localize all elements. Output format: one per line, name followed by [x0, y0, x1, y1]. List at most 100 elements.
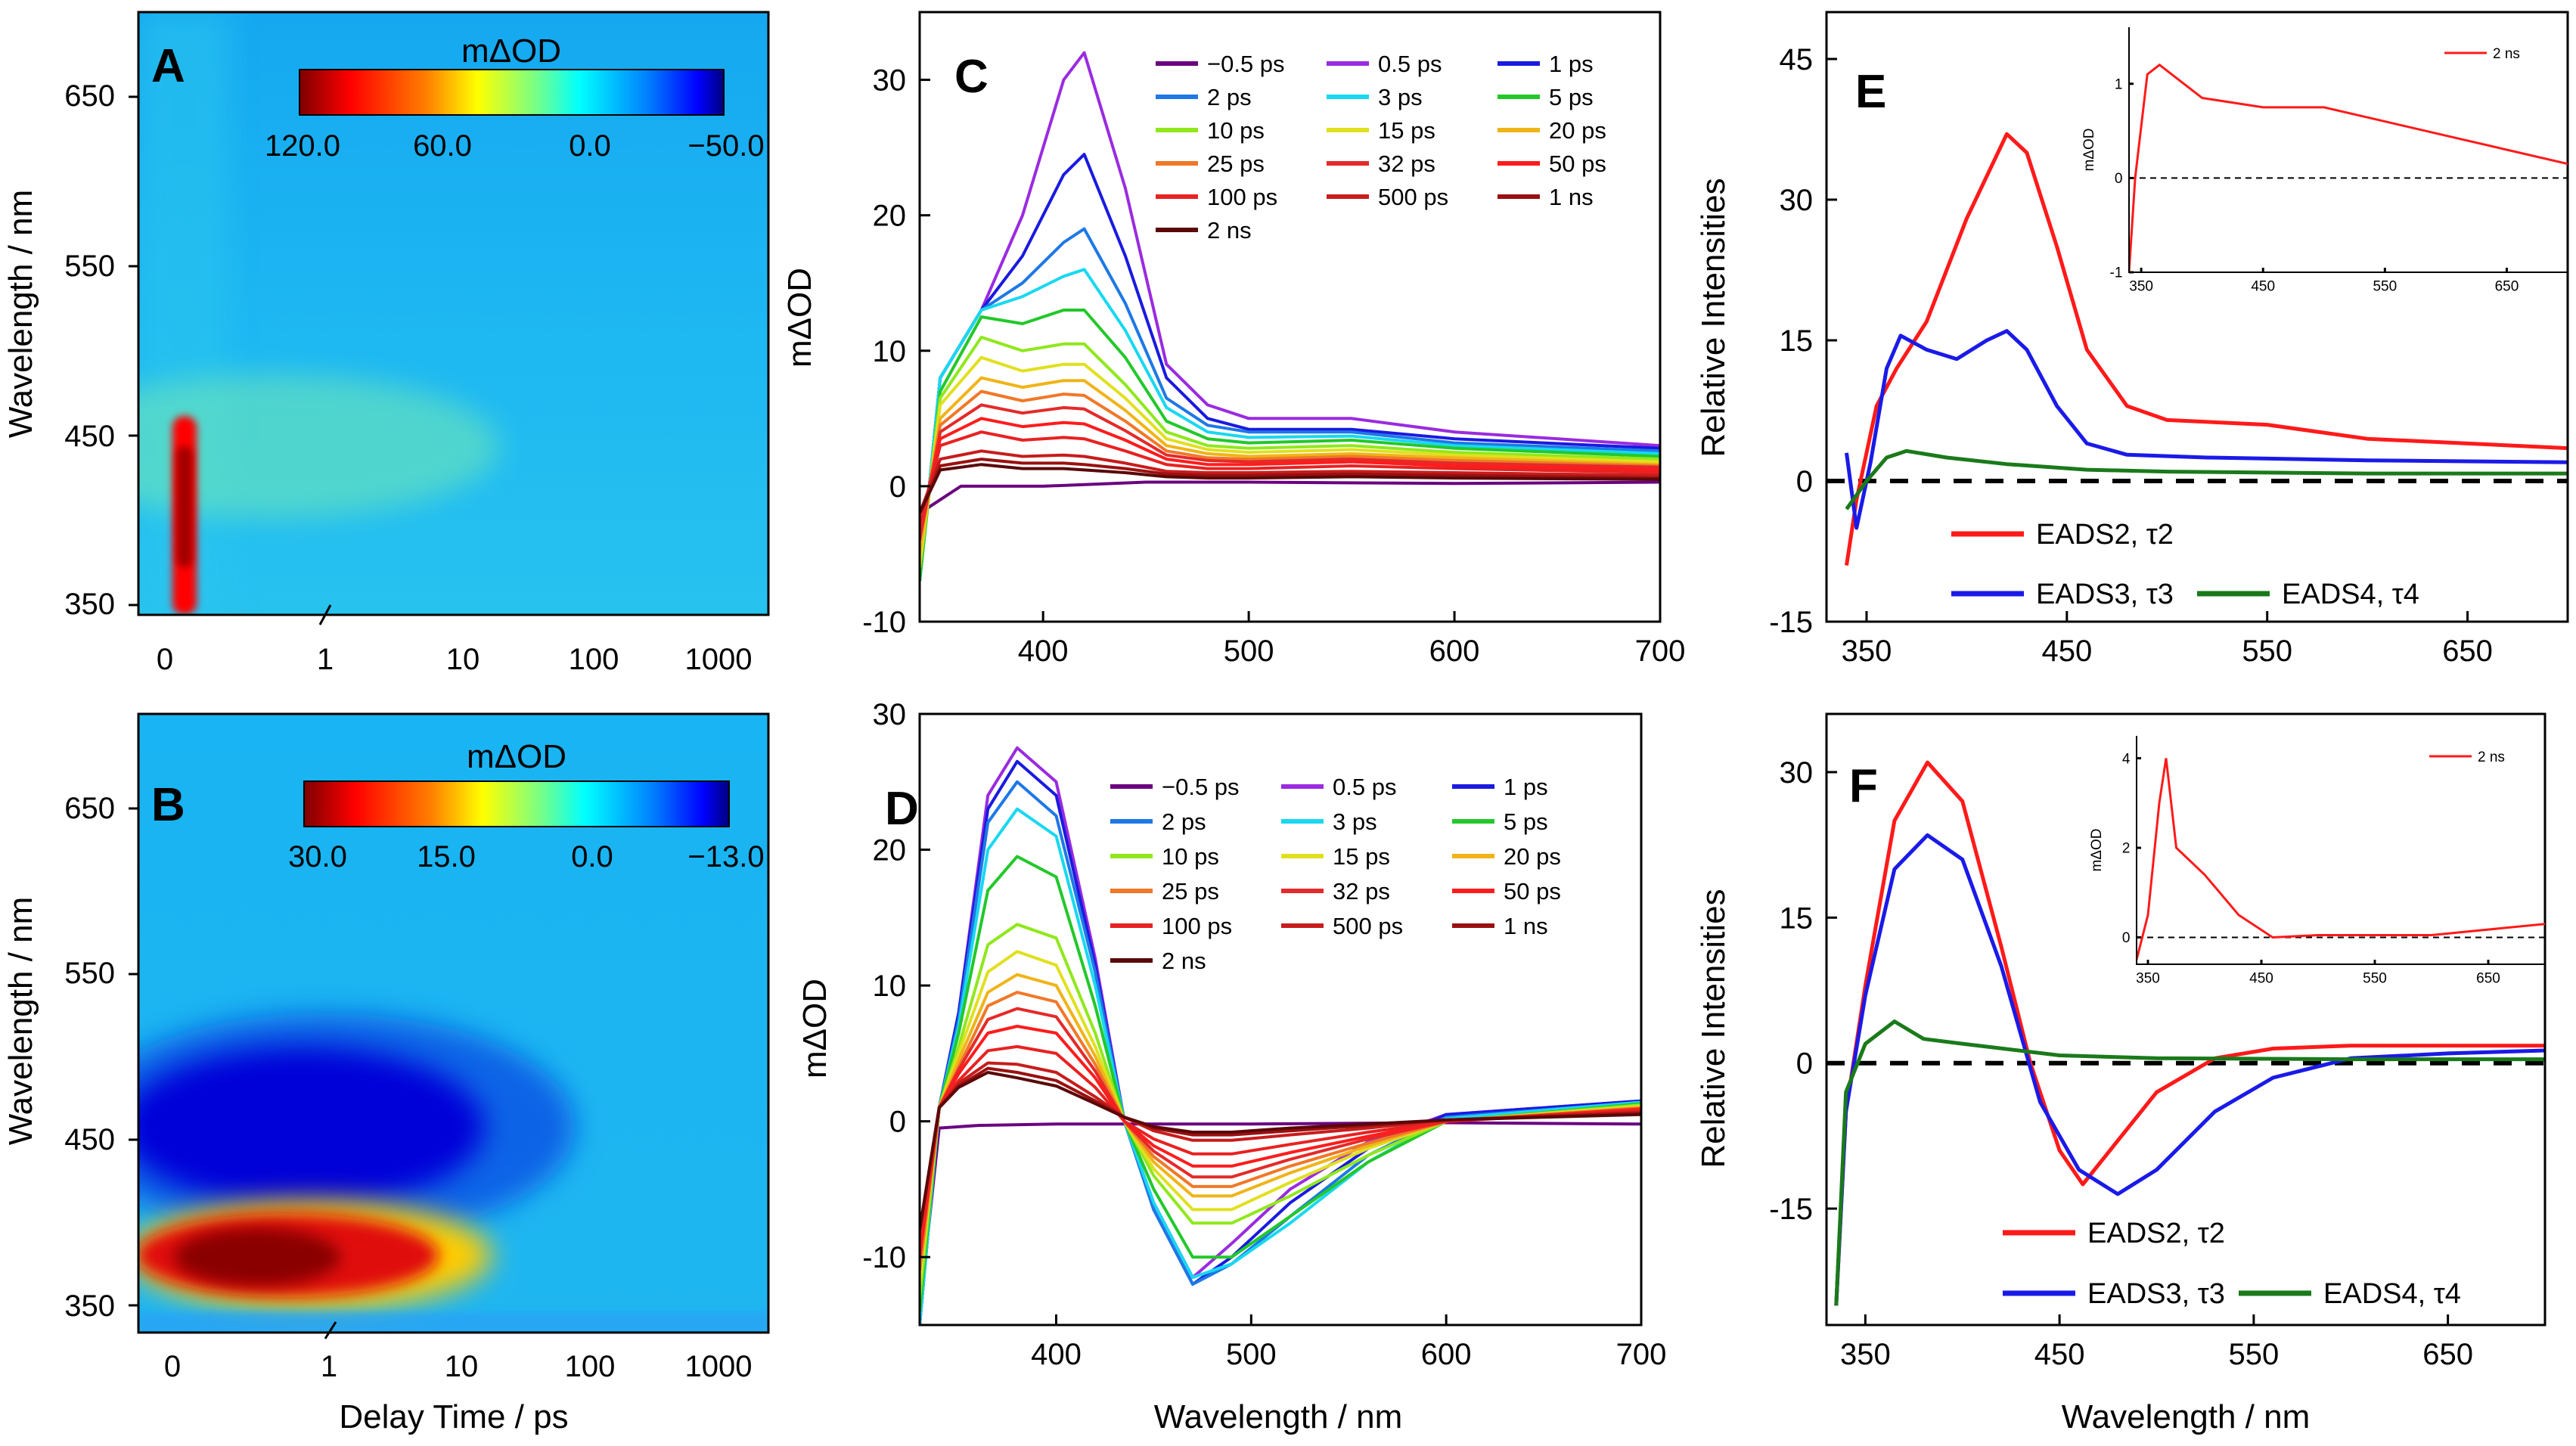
series-line	[920, 458, 1660, 514]
panel-e-frame	[1825, 11, 2569, 623]
x-tick-label: 350	[2136, 971, 2160, 987]
legend-label: 10 ps	[1207, 117, 1265, 144]
panel-b-features	[138, 1013, 768, 1333]
panel-a: A mΔOD 120.0 60.0 0.0 −50.0 650 550 450 …	[2, 11, 770, 676]
panel-f-inset-y-label: mΔOD	[2089, 828, 2105, 871]
panel-f-plot	[1826, 760, 2545, 1306]
series-line	[920, 417, 1660, 528]
y-tick-label: 2	[2122, 841, 2131, 857]
legend-label: 5 ps	[1549, 84, 1594, 110]
x-tick-label: 450	[2041, 635, 2092, 668]
panel-f-inset-axes	[2136, 736, 2545, 965]
y-tick-label: 15	[1780, 324, 1814, 358]
panel-e-inset-legend-label: 2 ns	[2493, 46, 2520, 62]
x-tick-label: 650	[2495, 279, 2519, 295]
panel-a-colorbar-label: mΔOD	[461, 33, 561, 70]
y-tick-label: 0	[1796, 465, 1813, 498]
panel-f-x-label: Wavelength / nm	[2062, 1398, 2311, 1435]
panel-a-frame	[137, 11, 770, 616]
panel-c-y-ticks: -10 0 10 20 30	[862, 64, 930, 639]
legend-label: EADS4, τ4	[2323, 1278, 2461, 1310]
y-tick-label: 650	[64, 79, 115, 113]
y-tick-label: 450	[64, 420, 115, 453]
y-tick-label: 0	[889, 470, 906, 504]
y-tick-label: 0	[2122, 930, 2131, 946]
x-tick-label: 550	[2373, 279, 2397, 295]
panel-b-colorbar-label: mΔOD	[467, 738, 566, 775]
legend-label: 2 ns	[1162, 948, 1206, 974]
x-tick-label: 700	[1635, 635, 1686, 668]
panel-c-label: C	[954, 51, 989, 103]
panel-f-label: F	[1849, 760, 1878, 812]
x-tick-label: 500	[1226, 1338, 1277, 1371]
series-line	[920, 389, 1660, 541]
y-tick-label: 0	[889, 1106, 906, 1139]
series-line	[920, 480, 1660, 515]
legend-label: 50 ps	[1549, 150, 1606, 177]
panel-e-y-label: Relative Intensities	[1695, 178, 1732, 457]
x-tick-label: 450	[2249, 971, 2273, 987]
colorbar-tick: −13.0	[687, 840, 764, 873]
panel-c-x-ticks: 400 500 600 700	[1018, 611, 1686, 668]
legend-label: 15 ps	[1378, 117, 1435, 144]
panel-b-axis-break	[324, 1321, 337, 1339]
x-tick-label: 10	[445, 1350, 479, 1383]
colorbar-tick: 15.0	[417, 840, 476, 873]
panel-c-plot	[920, 51, 1660, 582]
series-line	[920, 449, 1660, 514]
panel-b-y-tickmarks	[129, 807, 138, 1307]
legend-label: 20 ps	[1549, 117, 1606, 144]
panel-b-label: B	[151, 779, 185, 831]
x-tick-label: 400	[1031, 1338, 1082, 1371]
series-line	[920, 1066, 1641, 1230]
panel-a-y-label: Wavelength / nm	[2, 190, 39, 439]
panel-f-frame	[1825, 712, 2547, 1327]
series-line	[920, 153, 1660, 582]
panel-b-colorbar	[303, 780, 730, 827]
x-tick-label: 650	[2442, 635, 2493, 668]
legend-label: 2 ps	[1162, 808, 1206, 835]
panel-b: B mΔOD 30.0 15.0 0.0 −13.0 650 550 450 3…	[2, 712, 770, 1435]
colorbar-tick: 60.0	[413, 129, 472, 163]
legend-label: 15 ps	[1333, 843, 1390, 870]
colorbar-tick: 120.0	[265, 129, 340, 163]
series-line	[920, 227, 1660, 582]
y-tick-label: 650	[64, 792, 115, 825]
colorbar-tick: 0.0	[571, 840, 613, 873]
legend-label: 100 ps	[1207, 184, 1277, 210]
legend-label: 1 ps	[1504, 774, 1548, 800]
y-tick-label: 550	[64, 250, 115, 283]
x-tick-label: 550	[2228, 1338, 2279, 1371]
panel-c-legend: −0.5 ps 0.5 ps 1 ps 2 ps 3 ps 5 ps 10 ps 15 ps 2…	[1156, 51, 1606, 244]
legend-label: 20 ps	[1504, 843, 1561, 870]
legend-label: 2 ps	[1207, 84, 1252, 110]
y-tick-label: 30	[1780, 184, 1814, 217]
panel-b-colorbar-ticks: 30.0 15.0 0.0 −13.0	[288, 840, 765, 873]
legend-label: −0.5 ps	[1162, 774, 1240, 800]
series-line	[1845, 329, 2568, 530]
panel-f-y-ticks: -15 0 15 30	[1769, 756, 1837, 1226]
series-line	[920, 430, 1660, 528]
panel-d-label: D	[885, 783, 919, 835]
panel-b-frame	[137, 712, 770, 1334]
legend-label: 500 ps	[1378, 184, 1448, 210]
panel-d-legend: −0.5 ps 0.5 ps 1 ps 2 ps 3 ps 5 ps 10 ps 15 ps 2…	[1110, 774, 1561, 974]
y-tick-label: 1	[2115, 76, 2123, 92]
panel-b-x-ticks: 0 1 10 100 1000	[164, 1350, 753, 1383]
panel-e-inset-y-label: mΔOD	[2081, 128, 2097, 171]
y-tick-label: 15	[1780, 901, 1814, 935]
y-tick-label: 20	[873, 834, 907, 867]
panel-e-inset-plot	[2129, 63, 2568, 272]
panel-f: F EADS2, τ2 EADS3, τ3 EADS4, τ4 -15 0 15 30 3…	[1695, 712, 2547, 1435]
x-tick-label: 0	[157, 643, 173, 676]
x-tick-label: 400	[1018, 635, 1069, 668]
x-tick-label: 10	[446, 643, 480, 676]
x-tick-label: 100	[565, 1350, 616, 1383]
x-tick-label: 350	[2129, 279, 2153, 295]
y-tick-label: 45	[1780, 43, 1814, 76]
y-tick-label: -15	[1769, 606, 1813, 639]
x-tick-label: 600	[1429, 635, 1480, 668]
panel-a-y-ticks: 650 550 450 350	[64, 79, 115, 621]
legend-label: 32 ps	[1378, 150, 1435, 177]
legend-label: EADS2, τ2	[2036, 519, 2174, 551]
